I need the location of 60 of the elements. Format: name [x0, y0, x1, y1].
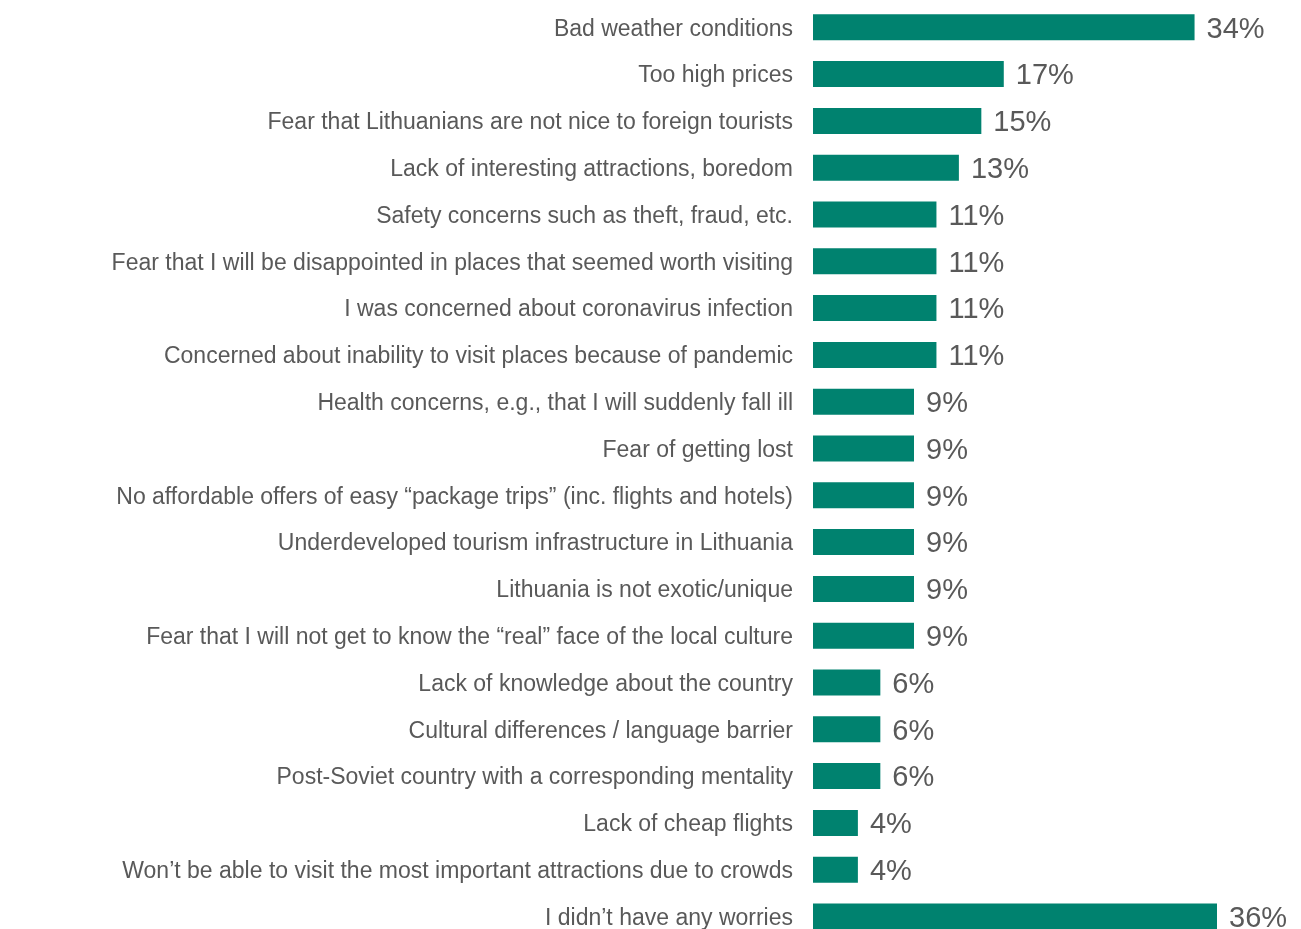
y-tick-label: Post-Soviet country with a corresponding mentality [276, 763, 794, 790]
data-label: 17% [1015, 58, 1074, 91]
data-label: 9% [926, 432, 968, 465]
y-tick-label: Lack of interesting attractions, boredom [390, 154, 793, 181]
data-label: 9% [926, 526, 968, 559]
bar [813, 575, 914, 602]
data-label: 9% [926, 385, 968, 418]
data-label: 4% [869, 807, 912, 840]
y-tick-label: Fear that I will be disappointed in places that seemed worth visiting [111, 248, 793, 275]
y-tick-label: I didn’t have any worries [544, 903, 793, 929]
bar [813, 903, 1217, 929]
y-tick-label: Won’t be able to visit the most important attractions due to crowds [122, 856, 793, 883]
bar [813, 669, 881, 696]
y-tick-label: Fear that Lithuanians are not nice to foreign tourists [267, 108, 793, 135]
bar [813, 341, 937, 368]
y-tick-label: No affordable offers of easy “package trips” (inc. flights and hotels) [116, 482, 793, 509]
y-tick-label: Cultural differences / language barrier [408, 716, 794, 743]
bar [813, 61, 1004, 88]
data-label: 4% [869, 853, 912, 886]
data-label: 6% [892, 713, 935, 746]
y-tick-label: Bad weather conditions [553, 14, 793, 41]
data-label: 13% [970, 151, 1029, 184]
data-label: 6% [892, 666, 935, 699]
data-label: 15% [993, 105, 1052, 138]
bar [813, 763, 881, 790]
bar [813, 856, 858, 883]
bar [813, 622, 914, 649]
data-label: 34% [1206, 11, 1265, 44]
y-tick-label: Fear of getting lost [602, 435, 794, 462]
bar [813, 716, 881, 743]
data-label: 11% [948, 198, 1005, 231]
bar [813, 201, 937, 228]
data-label: 11% [948, 339, 1005, 372]
y-tick-label: Lack of knowledge about the country [418, 669, 794, 696]
bar [813, 809, 858, 836]
y-tick-label: Underdeveloped tourism infrastructure in Lithuania [277, 529, 794, 556]
y-tick-label: Lithuania is not exotic/unique [496, 576, 793, 603]
bar [813, 248, 937, 275]
data-label: 9% [926, 573, 968, 606]
bar [813, 388, 914, 415]
y-tick-label: Too high prices [638, 61, 793, 88]
bar [813, 482, 914, 509]
bar [813, 435, 914, 462]
bar [813, 295, 937, 322]
data-label: 36% [1229, 900, 1288, 929]
data-label: 9% [926, 479, 968, 512]
y-tick-label: Health concerns, e.g., that I will suddenly fall ill [317, 388, 793, 415]
data-label: 11% [948, 292, 1005, 325]
y-tick-label: Concerned about inability to visit places because of pandemic [163, 342, 793, 369]
y-tick-label: Safety concerns such as theft, fraud, etc. [376, 201, 793, 228]
y-tick-label: I was concerned about coronavirus infection [344, 295, 793, 322]
y-tick-label: Fear that I will not get to know the “real” face of the local culture [146, 622, 793, 649]
data-label: 11% [948, 245, 1005, 278]
data-label: 6% [892, 760, 935, 793]
bar [813, 107, 982, 134]
bar [813, 14, 1195, 41]
y-tick-label: Lack of cheap flights [583, 810, 793, 837]
bar [813, 154, 959, 181]
bar [813, 529, 914, 556]
data-label: 9% [926, 619, 968, 652]
